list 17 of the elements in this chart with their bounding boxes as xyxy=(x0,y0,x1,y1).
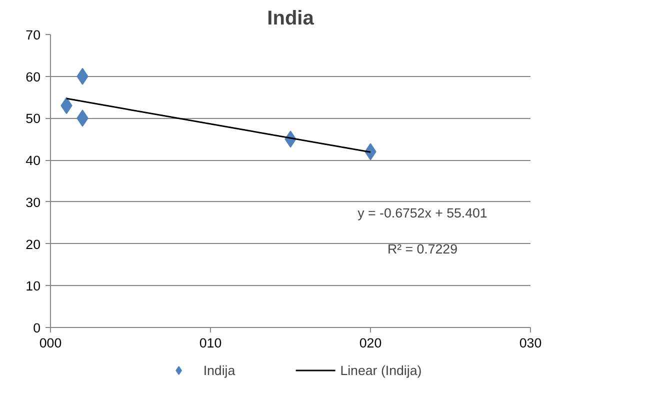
legend-label: Indija xyxy=(203,362,236,378)
y-tick-label: 0 xyxy=(33,320,41,336)
y-tick-label: 70 xyxy=(26,28,41,42)
y-tick-label: 30 xyxy=(26,194,41,210)
legend-label: Linear (Indija) xyxy=(340,362,422,378)
x-tick-label: 030 xyxy=(519,336,542,350)
annotation: R² = 0.7229 xyxy=(387,242,458,256)
y-tick-label: 10 xyxy=(26,278,41,294)
y-tick-label: 60 xyxy=(26,69,41,84)
y-tick-label: 50 xyxy=(26,111,41,126)
x-tick-label: 010 xyxy=(199,336,222,350)
annotation: y = -0.6752x + 55.401 xyxy=(358,206,488,220)
x-tick-label: 000 xyxy=(39,336,62,350)
chart-title: India xyxy=(267,8,315,30)
y-tick-label: 40 xyxy=(26,153,41,168)
x-tick-label: 020 xyxy=(359,336,382,350)
y-tick-label: 20 xyxy=(26,236,41,252)
